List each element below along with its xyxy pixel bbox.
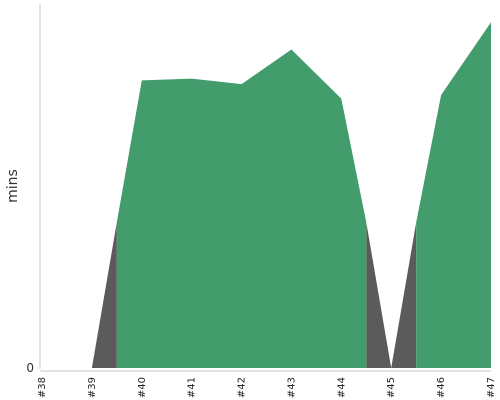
x-tick-label: #39	[87, 377, 98, 398]
x-tick-label: #38	[37, 377, 48, 398]
x-tick-label: #41	[187, 377, 198, 398]
area-series-0-segment-2	[391, 222, 417, 368]
area-series-0-segment-0	[91, 222, 117, 368]
x-axis-ticks: #38 #39 #40 #41 #42 #43 #44 #45 #46 #47	[37, 377, 497, 398]
x-tick-label: #43	[286, 377, 297, 398]
area-series-1-segment-1	[416, 22, 491, 368]
x-tick-label: #46	[436, 377, 447, 398]
x-tick-label: #44	[336, 377, 347, 398]
area-layer	[91, 22, 491, 368]
area-series-1-segment-0	[116, 49, 367, 368]
x-tick-label: #40	[137, 377, 148, 398]
x-tick-label: #42	[237, 377, 248, 398]
x-tick-label: #45	[386, 377, 397, 398]
y-axis-title: mins	[5, 169, 21, 203]
y-axis-ticks: 0	[26, 361, 34, 375]
area-series-0-segment-1	[366, 222, 392, 368]
x-tick-label: #47	[486, 377, 497, 398]
y-tick-label: 0	[26, 361, 34, 375]
